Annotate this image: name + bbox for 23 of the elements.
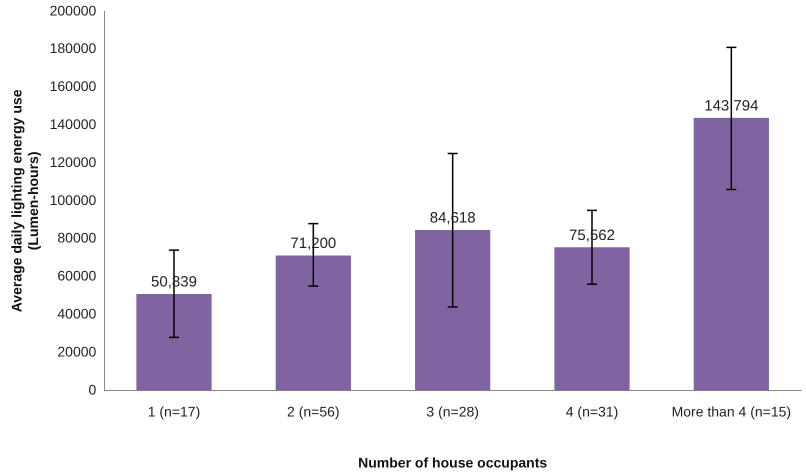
y-tick-label: 120000 <box>50 154 97 170</box>
x-tick-label: 4 (n=31) <box>566 404 618 420</box>
y-axis-title: Average daily lighting energy use (Lumen-hours) <box>8 89 42 312</box>
y-tick-label: 160000 <box>50 78 97 94</box>
x-tick-label: 3 (n=28) <box>426 404 479 420</box>
y-tick-label: 20000 <box>57 343 97 360</box>
bar <box>415 230 490 390</box>
y-tick-label: 100000 <box>50 192 97 208</box>
y-tick-label: 200000 <box>50 2 97 18</box>
x-tick-label: More than 4 (n=15) <box>672 404 792 420</box>
bar <box>694 118 769 390</box>
y-tick-label: 0 <box>88 381 97 398</box>
y-tick-label: 60000 <box>57 268 97 284</box>
bar <box>276 255 351 390</box>
y-tick-label: 140000 <box>50 116 97 132</box>
y-tick-label: 40000 <box>57 305 97 322</box>
x-tick-label: 2 (n=56) <box>287 404 340 420</box>
y-tick-label: 80000 <box>57 230 97 246</box>
y-tick-label: 180000 <box>50 40 97 56</box>
x-axis-title: Number of house occupants <box>358 454 548 470</box>
bar <box>554 247 630 390</box>
bar <box>136 294 212 390</box>
x-tick-label: 1 (n=17) <box>148 404 200 420</box>
